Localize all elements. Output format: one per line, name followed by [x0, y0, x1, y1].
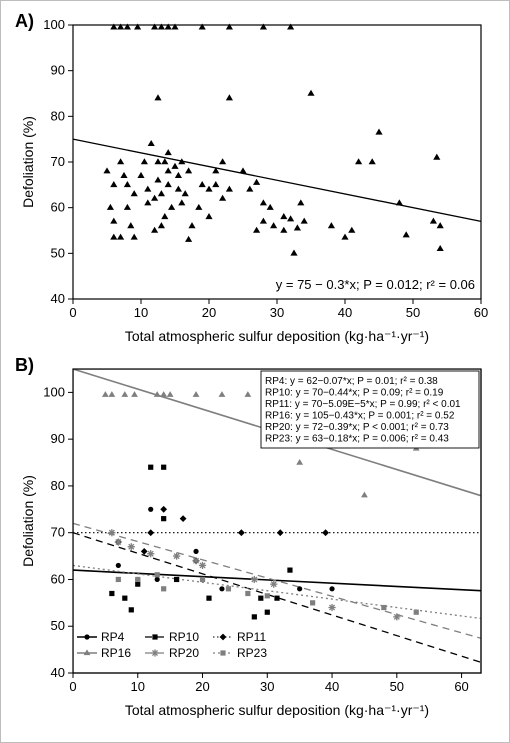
- panel-b: B) 0 10 20 30 40 50 60 40 50 60 70 80 90 100 Total atm…: [15, 355, 495, 725]
- svg-text:60: 60: [51, 571, 65, 586]
- svg-text:RP4: RP4: [101, 630, 125, 644]
- svg-text:10: 10: [134, 305, 148, 320]
- svg-text:RP20: RP20: [169, 646, 199, 660]
- svg-text:RP16: y = 105−0.43*x; P = 0.00: RP16: y = 105−0.43*x; P = 0.001; r² = 0.…: [265, 411, 455, 422]
- svg-text:RP20: y = 72−0.39*x; P < 0.001: RP20: y = 72−0.39*x; P < 0.001; r² = 0.7…: [265, 422, 449, 433]
- svg-text:40: 40: [338, 305, 352, 320]
- svg-text:80: 80: [51, 108, 65, 123]
- svg-text:40: 40: [51, 291, 65, 306]
- regression-RP23: [73, 565, 481, 618]
- svg-text:90: 90: [51, 431, 65, 446]
- svg-text:RP4: y = 62−0.07*x; P = 0.01: RP4: y = 62−0.07*x; P = 0.01; r² = 0.38: [265, 376, 438, 387]
- svg-text:Total atmospheric sulfur depos: Total atmospheric sulfur deposition (kg·…: [125, 702, 429, 718]
- panel-a-points: [103, 24, 443, 256]
- svg-text:10: 10: [131, 679, 145, 694]
- svg-text:RP11: RP11: [237, 630, 266, 644]
- panel-a-regression-line: [73, 139, 481, 221]
- svg-text:0: 0: [69, 305, 76, 320]
- svg-text:30: 30: [260, 679, 274, 694]
- svg-text:50: 50: [51, 245, 65, 260]
- svg-text:30: 30: [270, 305, 284, 320]
- panel-a-svg: 0 10 20 30 40 50 60 40 50 60 70 80 90 100 Total atmosp…: [15, 11, 495, 351]
- svg-text:RP11: y = 70−5.09E−5*x; P = 0.: RP11: y = 70−5.09E−5*x; P = 0.99; r² < 0…: [265, 399, 461, 410]
- panel-b-svg: 0 10 20 30 40 50 60 40 50 60 70 80 90 100 Total atmosp…: [15, 355, 495, 725]
- svg-text:Total atmospheric sulfur depos: Total atmospheric sulfur deposition (kg·…: [125, 328, 429, 344]
- svg-text:60: 60: [51, 200, 65, 215]
- svg-text:60: 60: [474, 305, 488, 320]
- svg-text:20: 20: [202, 305, 216, 320]
- svg-text:RP10: y = 70−0.44*x; P = 0.09;: RP10: y = 70−0.44*x; P = 0.09; r² = 0.19: [265, 388, 444, 399]
- svg-text:Defoliation (%): Defoliation (%): [20, 475, 36, 567]
- svg-text:RP23: RP23: [237, 646, 267, 660]
- svg-text:RP10: RP10: [169, 630, 199, 644]
- svg-text:80: 80: [51, 478, 65, 493]
- svg-text:60: 60: [454, 679, 468, 694]
- points-RP11: [115, 506, 329, 564]
- svg-text:90: 90: [51, 63, 65, 78]
- svg-text:70: 70: [51, 525, 65, 540]
- panel-b-legend: RP4 RP10 RP11 RP16 RP20 RP23: [77, 630, 267, 660]
- svg-text:Defoliation (%): Defoliation (%): [20, 116, 36, 208]
- svg-text:20: 20: [195, 679, 209, 694]
- svg-text:50: 50: [406, 305, 420, 320]
- svg-text:100: 100: [43, 17, 65, 32]
- svg-text:40: 40: [325, 679, 339, 694]
- points-RP4: [116, 507, 335, 592]
- svg-text:RP16: RP16: [101, 646, 131, 660]
- svg-text:40: 40: [51, 665, 65, 680]
- figure-frame: A) 0102030405060405060708090100Total atm…: [0, 0, 510, 743]
- panel-a: A) 0 10 20 30 40 50 60 40 50 60 70 80 90 100 Total atm…: [15, 11, 495, 351]
- svg-text:RP23: y = 63−0.18*x; P = 0.006: RP23: y = 63−0.18*x; P = 0.006; r² = 0.4…: [265, 434, 449, 445]
- svg-text:100: 100: [43, 384, 65, 399]
- svg-text:70: 70: [51, 154, 65, 169]
- svg-text:50: 50: [390, 679, 404, 694]
- svg-text:y = 75 − 0.3*x; P = 0.012; r²: y = 75 − 0.3*x; P = 0.012; r² = 0.06: [276, 277, 475, 292]
- svg-text:0: 0: [69, 679, 76, 694]
- panel-b-label: B): [15, 355, 34, 376]
- panel-a-label: A): [15, 11, 34, 32]
- svg-text:50: 50: [51, 618, 65, 633]
